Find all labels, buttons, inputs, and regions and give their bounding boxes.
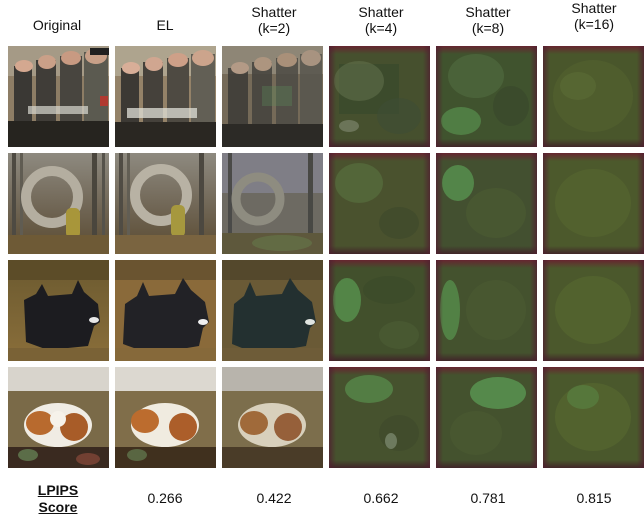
- column-header-el: EL: [113, 17, 217, 33]
- column-header-line1: Shatter: [251, 4, 297, 20]
- image-scottish-terrier-el: [115, 260, 216, 361]
- column-header-line2: (k=8): [471, 20, 505, 36]
- image-spaniel-puppy-shatter-k8: [436, 367, 537, 468]
- column-header-original: Original: [5, 17, 109, 33]
- score-shatter-k16: 0.815: [576, 490, 612, 506]
- image-stone-arch-original: [8, 153, 109, 254]
- image-spaniel-puppy-shatter-k4: [329, 367, 430, 468]
- image-scottish-terrier-shatter-k16: [543, 260, 644, 361]
- column-header-shatter-k8: Shatter (k=8): [436, 4, 540, 36]
- score-shatter-k2: 0.422: [256, 490, 292, 506]
- image-spaniel-puppy-shatter-k2: [222, 367, 323, 468]
- image-soldiers-shatter-k4: [329, 46, 430, 147]
- score-label-line1: LPIPS: [37, 482, 79, 498]
- image-scottish-terrier-shatter-k2: [222, 260, 323, 361]
- column-header-line2: (k=4): [364, 20, 398, 36]
- column-header-line1: Shatter: [358, 4, 404, 20]
- image-soldiers-shatter-k16: [543, 46, 644, 147]
- column-header-shatter-k4: Shatter (k=4): [329, 4, 433, 36]
- image-stone-arch-shatter-k2: [222, 153, 323, 254]
- score-el: 0.266: [147, 490, 183, 506]
- column-header-line1: Original: [32, 17, 82, 33]
- column-header-line2: (k=2): [257, 20, 291, 36]
- score-label-line2: Score: [38, 499, 78, 515]
- image-scottish-terrier-original: [8, 260, 109, 361]
- image-soldiers-shatter-k2: [222, 46, 323, 147]
- image-spaniel-puppy-el: [115, 367, 216, 468]
- image-spaniel-puppy-original: [8, 367, 109, 468]
- image-stone-arch-el: [115, 153, 216, 254]
- image-soldiers-original: [8, 46, 109, 147]
- score-shatter-k4: 0.662: [363, 490, 399, 506]
- image-stone-arch-shatter-k8: [436, 153, 537, 254]
- image-stone-arch-shatter-k4: [329, 153, 430, 254]
- lpips-score-label: LPIPS Score: [8, 482, 108, 516]
- column-header-line1: Shatter: [571, 0, 617, 16]
- column-header-shatter-k2: Shatter (k=2): [222, 4, 326, 36]
- image-spaniel-puppy-shatter-k16: [543, 367, 644, 468]
- column-header-line1: Shatter: [465, 4, 511, 20]
- column-header-shatter-k16: Shatter (k=16): [542, 0, 644, 32]
- image-scottish-terrier-shatter-k4: [329, 260, 430, 361]
- image-stone-arch-shatter-k16: [543, 153, 644, 254]
- column-header-line2: (k=16): [573, 16, 615, 32]
- image-soldiers-shatter-k8: [436, 46, 537, 147]
- image-soldiers-el: [115, 46, 216, 147]
- score-shatter-k8: 0.781: [470, 490, 506, 506]
- image-scottish-terrier-shatter-k8: [436, 260, 537, 361]
- column-header-line1: EL: [156, 17, 174, 33]
